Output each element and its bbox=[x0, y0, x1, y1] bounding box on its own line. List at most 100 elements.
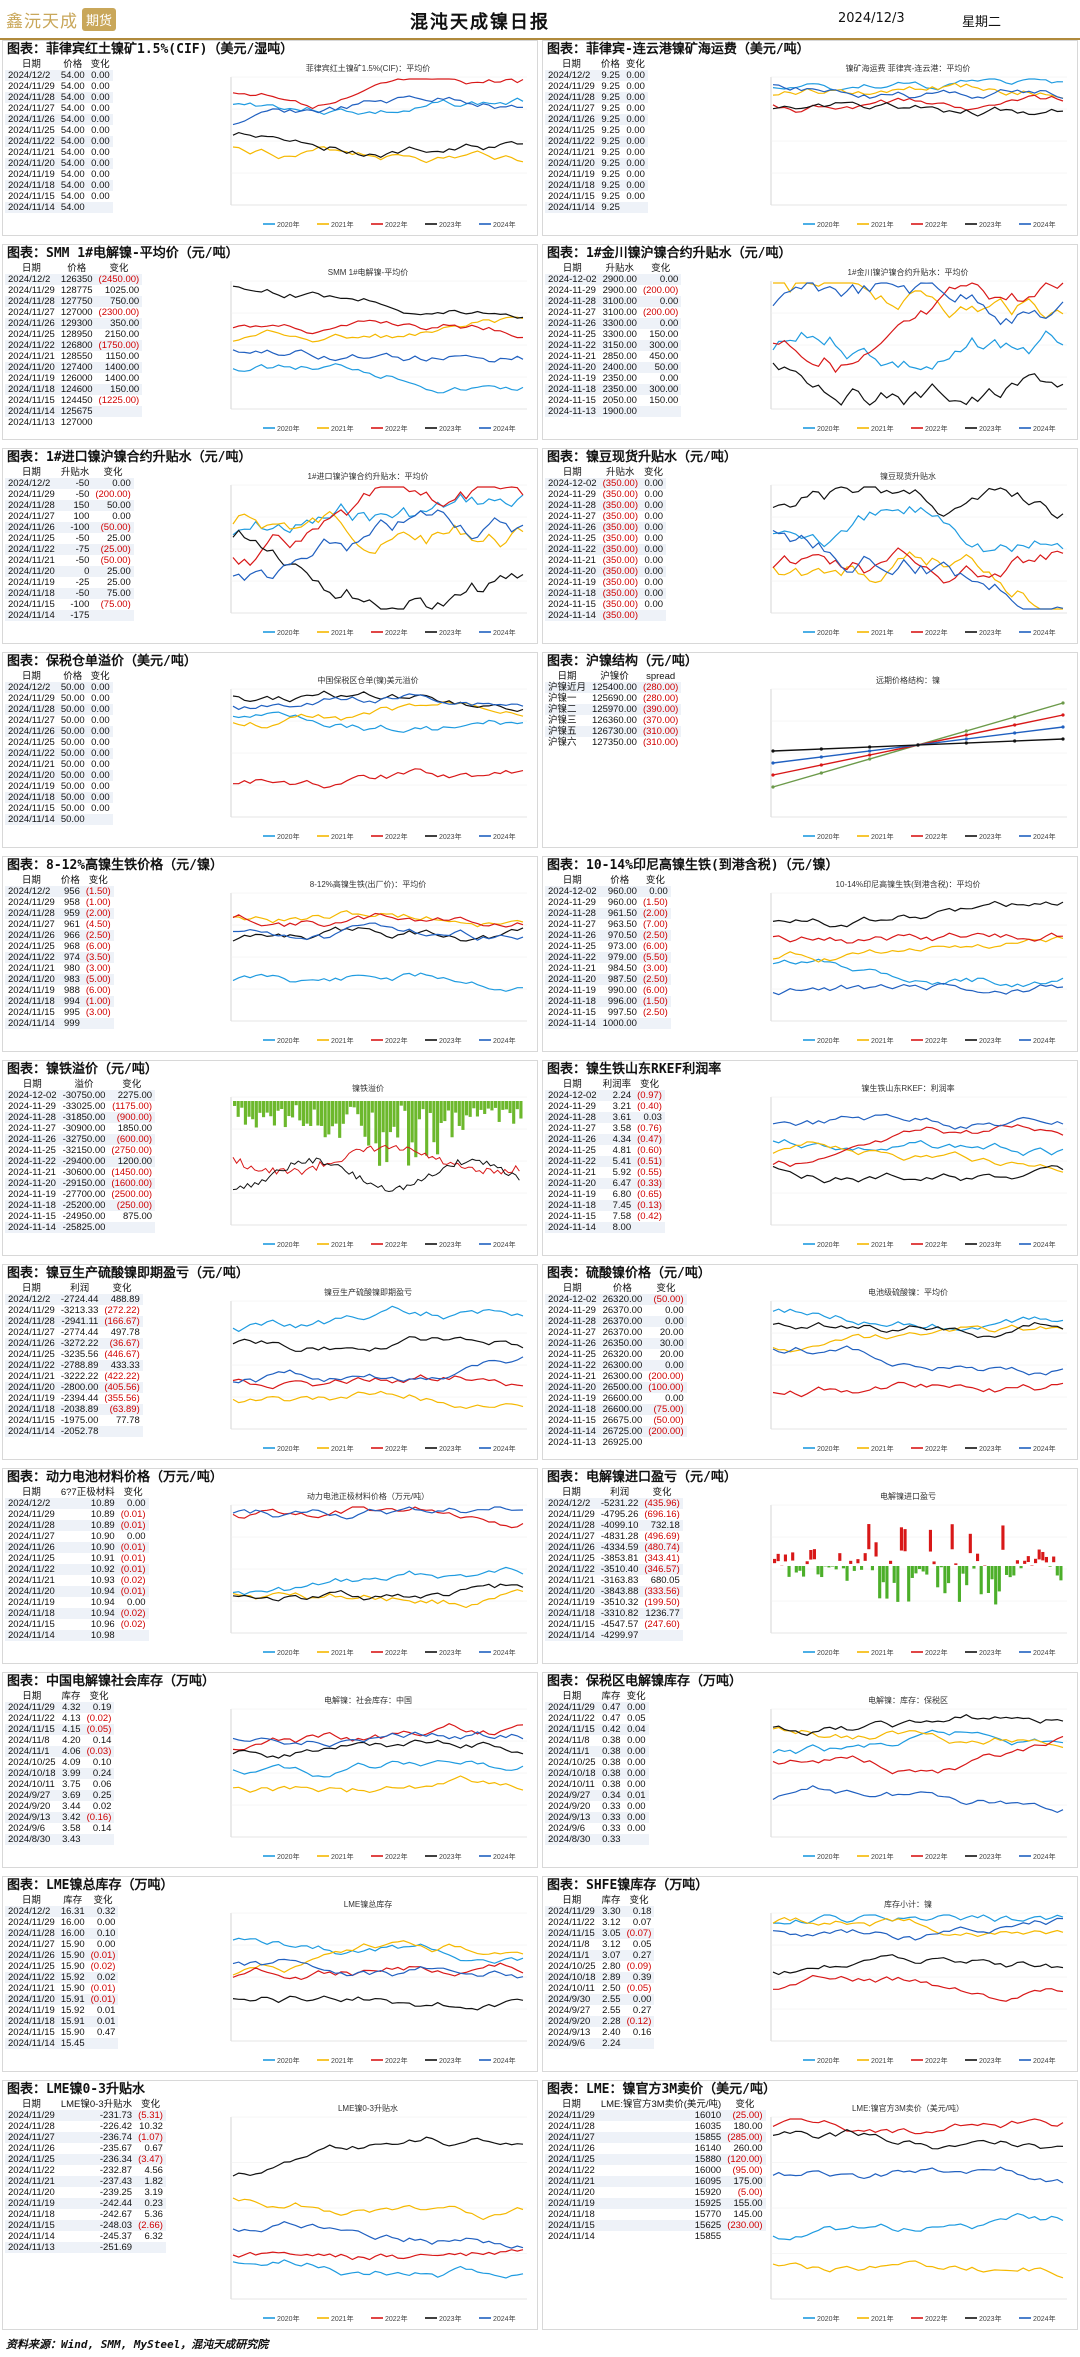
table-cell: 127400 bbox=[57, 362, 96, 373]
table-cell: (0.07) bbox=[623, 1928, 655, 1939]
table-cell: 77.78 bbox=[101, 1415, 143, 1426]
series-line bbox=[232, 690, 524, 713]
table-cell: -2394.44 bbox=[57, 1393, 102, 1404]
table-cell: 2024-11-21 bbox=[545, 963, 600, 974]
table-row: 2024/11/20 15.91 (0.01) bbox=[5, 1994, 119, 2005]
table-cell: 16035 bbox=[597, 2121, 725, 2132]
table-cell: 2024/11/25 bbox=[5, 1961, 58, 1972]
table-cell: 0.00 bbox=[87, 726, 113, 737]
table-row: 2024/11/18 54.00 0.00 bbox=[5, 180, 113, 191]
table-cell: 2024/11/29 bbox=[545, 2110, 598, 2121]
table-cell: -50 bbox=[57, 555, 93, 566]
table-cell: 2.24 bbox=[598, 2038, 624, 2049]
table-cell: 0.47 bbox=[87, 2027, 119, 2038]
chart-p13: 镍豆生产硫酸镍即期盈亏 2020年 2021年 2022年 2023年 2024年 bbox=[203, 1285, 533, 1459]
series-line bbox=[772, 1113, 1064, 1130]
legend-label: 2022年 bbox=[385, 1240, 408, 1249]
table-row: 2024/11/18 -2038.89 (63.89) bbox=[5, 1404, 143, 1415]
legend-label: 2024年 bbox=[493, 832, 516, 841]
table-cell: 127750 bbox=[57, 296, 96, 307]
table-row: 2024/11/28 16035 180.00 bbox=[545, 2121, 766, 2132]
panel-p13: 图表：镍豆生产硫酸镍即期盈亏（元/吨） 日期 利润 变化 2024/12/2 -2724.… bbox=[2, 1264, 538, 1460]
table-cell: 2024/11/19 bbox=[5, 373, 58, 384]
series-line bbox=[232, 97, 524, 116]
table-cell: 2024-11-22 bbox=[5, 1156, 60, 1167]
table-cell: -29400.00 bbox=[59, 1156, 109, 1167]
table-cell: 10.89 bbox=[57, 1509, 118, 1520]
table-row: 2024/11/22 4.13 (0.02) bbox=[5, 1713, 115, 1724]
series-line bbox=[232, 693, 524, 711]
table-cell: 2024/12/2 bbox=[5, 682, 58, 693]
table-row: 2024-11-22 979.00 (5.50) bbox=[545, 952, 671, 963]
table-row: 2024/11/14 10.98 bbox=[5, 1630, 149, 1641]
table-cell bbox=[83, 1834, 115, 1845]
table-cell: 994 bbox=[57, 996, 83, 1007]
table-row: 2024/11/22 54.00 0.00 bbox=[5, 136, 113, 147]
panel-p18: 图表：保税区电解镍库存（万吨） 日期 库存 变化 2024/11/29 0.47 0.00 2… bbox=[542, 1672, 1078, 1868]
table-cell: 2900.00 bbox=[599, 285, 640, 296]
table-row: 2024/9/20 3.44 0.02 bbox=[5, 1801, 115, 1812]
series-line bbox=[232, 509, 524, 582]
legend-label: 2020年 bbox=[817, 2314, 840, 2323]
table-row: 2024/11/18 10.94 (0.02) bbox=[5, 1608, 149, 1619]
bar bbox=[272, 1101, 276, 1126]
table-cell: (0.60) bbox=[634, 1145, 665, 1156]
table-cell: 50.00 bbox=[92, 500, 134, 511]
bar bbox=[479, 1101, 483, 1110]
report-date: 2024/12/3 bbox=[838, 11, 905, 26]
table-cell: (0.01) bbox=[87, 1983, 119, 1994]
table-cell: (0.55) bbox=[634, 1167, 665, 1178]
table-cell: 50.00 bbox=[57, 693, 88, 704]
table-cell: -4299.97 bbox=[597, 1630, 642, 1641]
bar bbox=[439, 1101, 443, 1123]
series-line bbox=[232, 1390, 524, 1410]
table-cell: 0.00 bbox=[623, 1779, 649, 1790]
legend-label: 2022年 bbox=[925, 1036, 948, 1045]
data-point bbox=[819, 747, 823, 751]
table-row: 2024/11/15 -100 (75.00) bbox=[5, 599, 134, 610]
bar bbox=[381, 1101, 385, 1133]
table-row: 2024/10/25 2.80 (0.09) bbox=[545, 1961, 655, 1972]
table-cell: 2024/11/18 bbox=[545, 2209, 598, 2220]
table-cell: 0.00 bbox=[641, 544, 667, 555]
table-cell: 150.00 bbox=[639, 395, 682, 406]
table-cell: 2024-11-15 bbox=[545, 1211, 600, 1222]
table-row: 2024/11/29 128775 1025.00 bbox=[5, 285, 143, 296]
table-cell: 960.00 bbox=[599, 897, 640, 908]
table-cell: 2024-11-26 bbox=[545, 1134, 600, 1145]
series-line bbox=[232, 1589, 524, 1609]
bar bbox=[240, 1101, 244, 1108]
table-cell: (200.00) bbox=[639, 285, 682, 296]
column-header: 日期 bbox=[562, 875, 582, 886]
table-cell: 2024/10/18 bbox=[545, 1972, 599, 1983]
table-row: 2024/11/27 10.90 0.00 bbox=[5, 1531, 149, 1542]
series-line bbox=[232, 316, 524, 343]
column-header: spread bbox=[646, 671, 676, 682]
table-cell: 0.00 bbox=[623, 1702, 649, 1713]
table-cell: 0.33 bbox=[598, 1834, 624, 1845]
series-line bbox=[232, 319, 524, 339]
table-cell: 3.30 bbox=[598, 1906, 624, 1917]
table-row: 2024/11/25 128950 2150.00 bbox=[5, 329, 143, 340]
series-line bbox=[232, 146, 524, 164]
chart-p22: LME:镍官方3M卖价（美元/吨） 2020年 2021年 2022年 2023年 202… bbox=[743, 2101, 1073, 2329]
table-cell: 9.25 bbox=[597, 92, 623, 103]
column-header: 日期 bbox=[21, 263, 41, 274]
table-cell: 2024/11/15 bbox=[545, 1619, 598, 1630]
table-row: 沪镍三 126360.00 (370.00) bbox=[545, 715, 682, 726]
table-row: 2024-11-15 -24950.00 875.00 bbox=[5, 1211, 156, 1222]
panel-title: 图表：硫酸镍价格（元/吨） bbox=[547, 1266, 711, 1281]
column-header: 价格 bbox=[600, 59, 620, 70]
table-row: 2024/9/20 2.28 (0.12) bbox=[545, 2016, 655, 2027]
data-table: 日期 库存 变化 2024/11/29 4.32 0.19 2024/11/22 4.13 (0… bbox=[5, 1691, 115, 1845]
series-line bbox=[772, 505, 1064, 553]
table-cell: 2024-11-13 bbox=[545, 406, 600, 417]
table-cell: 3150.00 bbox=[599, 340, 640, 351]
table-cell: 0.00 bbox=[622, 103, 648, 114]
table-cell: 0.00 bbox=[87, 81, 113, 92]
table-cell: 2024/11/21 bbox=[5, 1371, 58, 1382]
table-cell: 2024/11/28 bbox=[545, 92, 598, 103]
bar bbox=[798, 1566, 802, 1571]
table-row: 沪镍五 126730.00 (310.00) bbox=[545, 726, 682, 737]
